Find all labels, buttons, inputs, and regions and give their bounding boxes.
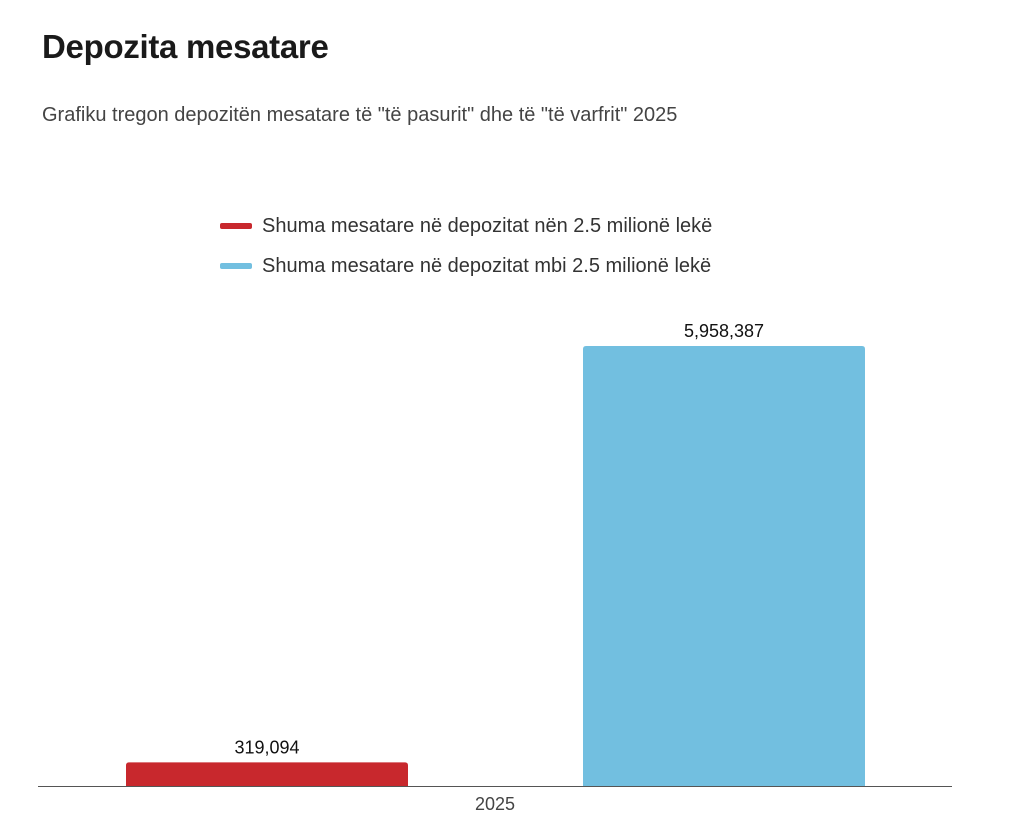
legend-label-below-2-5m: Shuma mesatare në depozitat nën 2.5 mili…: [262, 214, 713, 237]
data-label-below-2-5m: 319,094: [234, 737, 299, 757]
data-label-above-2-5m: 5,958,387: [684, 321, 764, 341]
chart-subtitle: Grafiku tregon depozitën mesatare të "të…: [42, 104, 678, 126]
legend-swatch-red: [220, 223, 252, 229]
legend-label-above-2-5m: Shuma mesatare në depozitat mbi 2.5 mili…: [262, 254, 712, 277]
legend-swatch-blue: [220, 263, 252, 269]
legend: Shuma mesatare në depozitat nën 2.5 mili…: [220, 206, 712, 286]
chart-title: Depozita mesatare: [42, 28, 329, 65]
bar-above-2-5m: [583, 346, 865, 786]
legend-item-below-2-5m: Shuma mesatare në depozitat nën 2.5 mili…: [220, 206, 712, 246]
legend-item-above-2-5m: Shuma mesatare në depozitat mbi 2.5 mili…: [220, 246, 712, 286]
x-tick-label: 2025: [475, 794, 515, 814]
bar-below-2-5m: [126, 762, 408, 786]
